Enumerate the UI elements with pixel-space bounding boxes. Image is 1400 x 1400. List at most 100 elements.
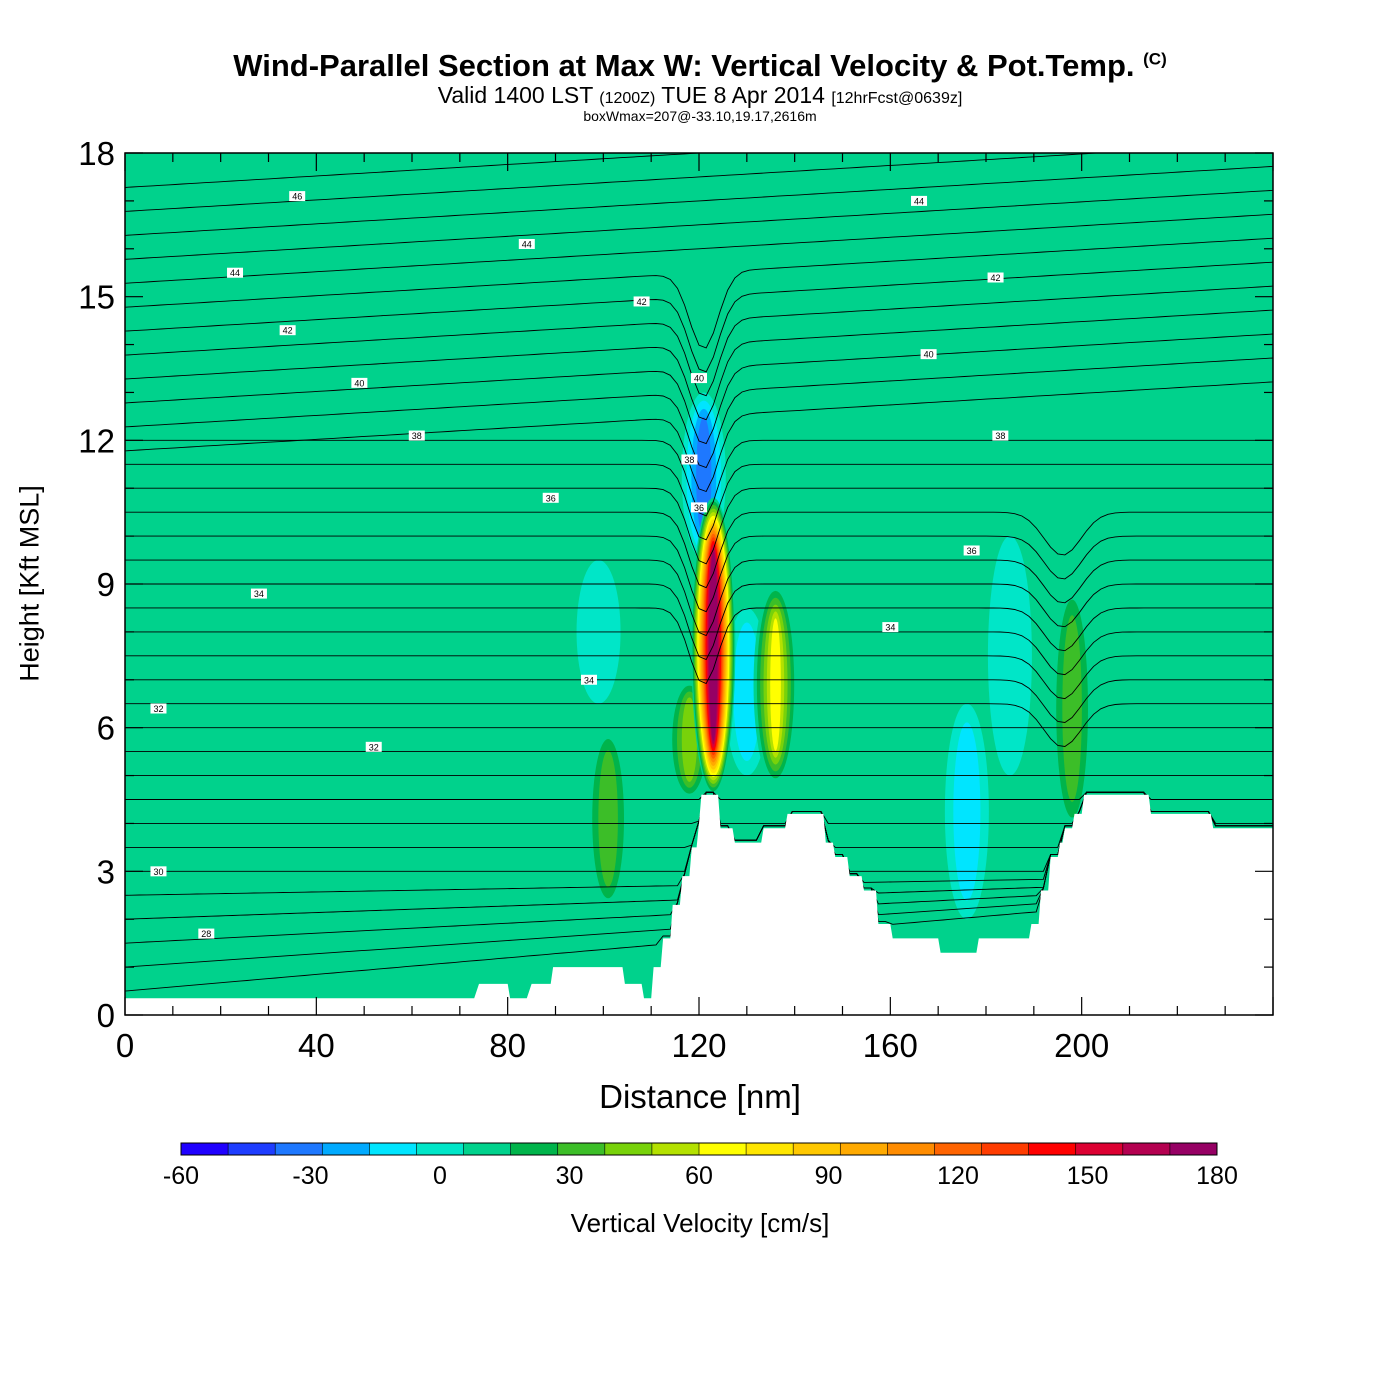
y-tick-label: 0 <box>97 997 115 1034</box>
chart-title: Wind-Parallel Section at Max W: Vertical… <box>0 50 1400 81</box>
isentrope-line <box>125 153 707 188</box>
contour-label: 42 <box>633 296 650 307</box>
contour-label: 40 <box>351 377 368 388</box>
colorbar-swatch <box>840 1143 888 1155</box>
isentrope-line <box>125 357 1273 469</box>
w-band <box>681 697 698 782</box>
isentrope-line <box>125 439 1273 517</box>
contour-label: 34 <box>882 622 899 633</box>
x-tick-label: 200 <box>1054 1027 1109 1064</box>
x-tick-label: 0 <box>116 1027 134 1064</box>
w-band <box>1062 615 1082 802</box>
contour-label-bg <box>882 622 899 633</box>
isentrope-line <box>125 189 1273 260</box>
contour-label: 38 <box>408 430 425 441</box>
isentrope-line <box>125 165 1273 236</box>
y-tick-label: 9 <box>97 566 115 603</box>
contour-label: 28 <box>198 928 215 939</box>
contour-label-bg <box>351 377 368 388</box>
contour-label-bg <box>691 373 707 384</box>
contour-label-bg <box>580 674 597 685</box>
contour-label: 44 <box>227 267 244 278</box>
isentrope-line <box>125 285 1273 397</box>
w-band <box>770 618 781 751</box>
colorbar-swatch <box>981 1143 1030 1155</box>
contour-label: 38 <box>992 430 1009 441</box>
colorbar-swatch <box>934 1143 983 1155</box>
isentrope-line <box>125 213 1273 284</box>
contour-label-bg <box>198 928 215 939</box>
contour-label-bg <box>992 430 1009 441</box>
contour-label-bg <box>542 492 559 503</box>
valid-date: TUE 8 Apr 2014 <box>661 82 825 108</box>
contour-label-bg <box>408 430 425 441</box>
isentrope-line <box>125 381 1273 493</box>
contour-label: 34 <box>580 674 597 685</box>
contour-label: 40 <box>691 373 707 384</box>
w-feature <box>1107 153 1152 345</box>
y-tick-label: 3 <box>97 853 115 890</box>
contour-label-text: 36 <box>546 493 556 503</box>
w-feature <box>1050 584 1095 834</box>
y-tick-label: 18 <box>78 135 115 172</box>
chart-title-text: Wind-Parallel Section at Max W: Vertical… <box>233 48 1135 83</box>
isentrope-line <box>125 583 1273 661</box>
x-tick-label: 80 <box>489 1027 526 1064</box>
colorbar-swatch <box>604 1143 653 1155</box>
y-axis-label: Height [Kft MSL] <box>14 485 45 682</box>
colorbar-swatch <box>228 1143 276 1155</box>
colorbar-tick-label: 60 <box>685 1162 713 1190</box>
contour-label: 44 <box>911 195 928 206</box>
contour-label: 42 <box>987 272 1004 283</box>
colorbar-swatch <box>416 1143 465 1155</box>
contour-label-bg <box>633 296 650 307</box>
colorbar-swatch <box>887 1143 935 1155</box>
colorbar-swatch <box>369 1143 417 1155</box>
colorbar-swatch <box>463 1143 512 1155</box>
isentrope-line <box>125 535 1273 613</box>
colorbar-swatch <box>1075 1143 1124 1155</box>
contour-label-text: 34 <box>254 589 264 599</box>
x-tick-label: 120 <box>671 1027 726 1064</box>
contour-label-text: 30 <box>153 867 163 877</box>
colorbar-tick-label: 0 <box>433 1162 447 1190</box>
w-feature <box>586 727 631 910</box>
x-axis-label: Distance [nm] <box>599 1078 801 1115</box>
w-feature <box>987 536 1032 776</box>
colorbar-tick-label: 30 <box>556 1162 584 1190</box>
colorbar-tick-label: 120 <box>937 1162 979 1190</box>
w-feature <box>753 584 798 786</box>
contour-label-bg <box>279 325 296 336</box>
contour-label-bg <box>681 454 698 465</box>
colorbar-swatch <box>510 1143 559 1155</box>
contour-label-text: 44 <box>914 196 924 206</box>
w-band <box>987 536 1032 776</box>
w-band <box>733 622 761 762</box>
contour-label: 30 <box>150 866 167 877</box>
w-band <box>1107 153 1152 345</box>
contour-label-text: 38 <box>684 455 694 465</box>
w-band <box>375 440 420 656</box>
terrain <box>125 794 1273 1015</box>
zulu-time: (1200Z) <box>599 90 656 107</box>
isentrope-line <box>125 703 1273 747</box>
contour-label: 32 <box>365 741 382 752</box>
w-band <box>598 750 618 887</box>
forecast-info: [12hrFcst@0639z] <box>831 90 963 107</box>
colorbar-swatch <box>793 1143 841 1155</box>
colorbar: -60 -30 0 30 60 90 120 150 180 <box>163 1142 1238 1190</box>
colorbar-swatch <box>1169 1143 1218 1155</box>
contour-label-text: 32 <box>153 704 163 714</box>
colorbar-swatch <box>746 1143 794 1155</box>
contour-label-bg <box>920 349 937 360</box>
contour-label: 32 <box>150 703 167 714</box>
isentrope-line <box>125 463 1273 541</box>
isentrope-line <box>125 791 1273 800</box>
w-band <box>953 722 981 901</box>
colorbar-tick-label: 150 <box>1067 1162 1109 1190</box>
isentrope-line <box>125 333 1273 445</box>
contour-label: 40 <box>920 349 937 360</box>
contour-label-text: 42 <box>637 297 647 307</box>
colorbar-swatch <box>699 1143 747 1155</box>
